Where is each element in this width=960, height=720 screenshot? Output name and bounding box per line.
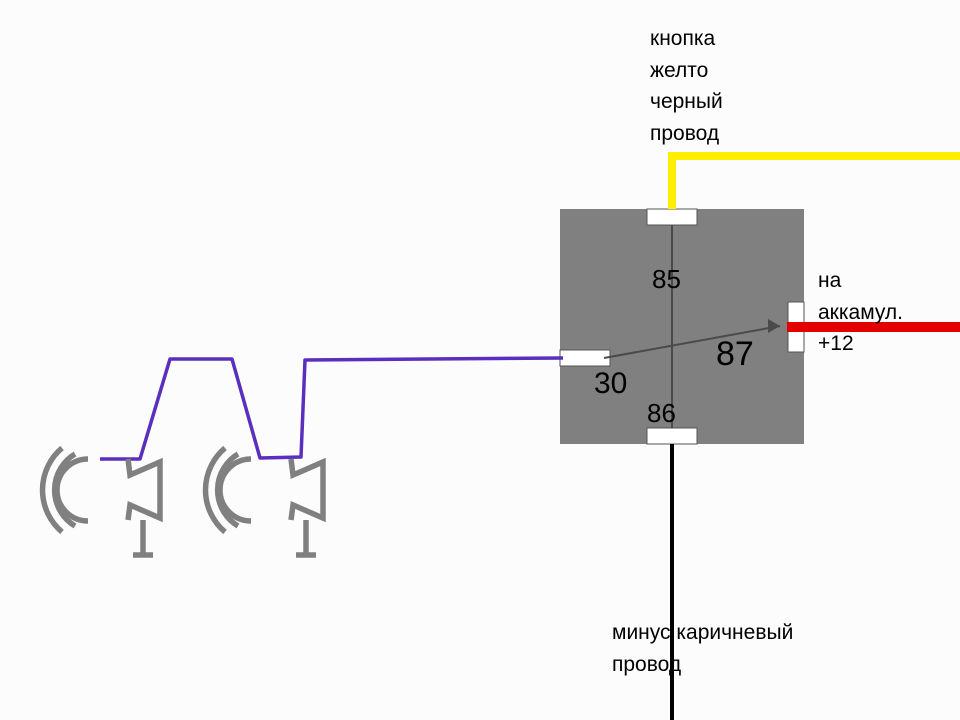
pin-tab-30 <box>560 350 610 366</box>
horn-left <box>43 448 160 555</box>
wire-purple <box>100 358 563 459</box>
wire-yellow <box>672 156 960 209</box>
pin-tab-86 <box>647 428 697 444</box>
label-top: кнопка желто черный провод <box>650 23 723 149</box>
horn-right <box>206 448 323 555</box>
label-bottom: минус каричневый провод <box>612 617 793 680</box>
wiring-diagram: 85 86 30 87 <box>0 0 960 720</box>
pin-label-85: 85 <box>652 264 681 294</box>
pin-label-87: 87 <box>716 335 754 373</box>
label-right: на аккамул. +12 <box>818 265 903 360</box>
pin-tab-85 <box>647 209 697 225</box>
pin-label-86: 86 <box>647 398 676 428</box>
relay-body <box>560 209 804 444</box>
pin-label-30: 30 <box>594 367 627 400</box>
